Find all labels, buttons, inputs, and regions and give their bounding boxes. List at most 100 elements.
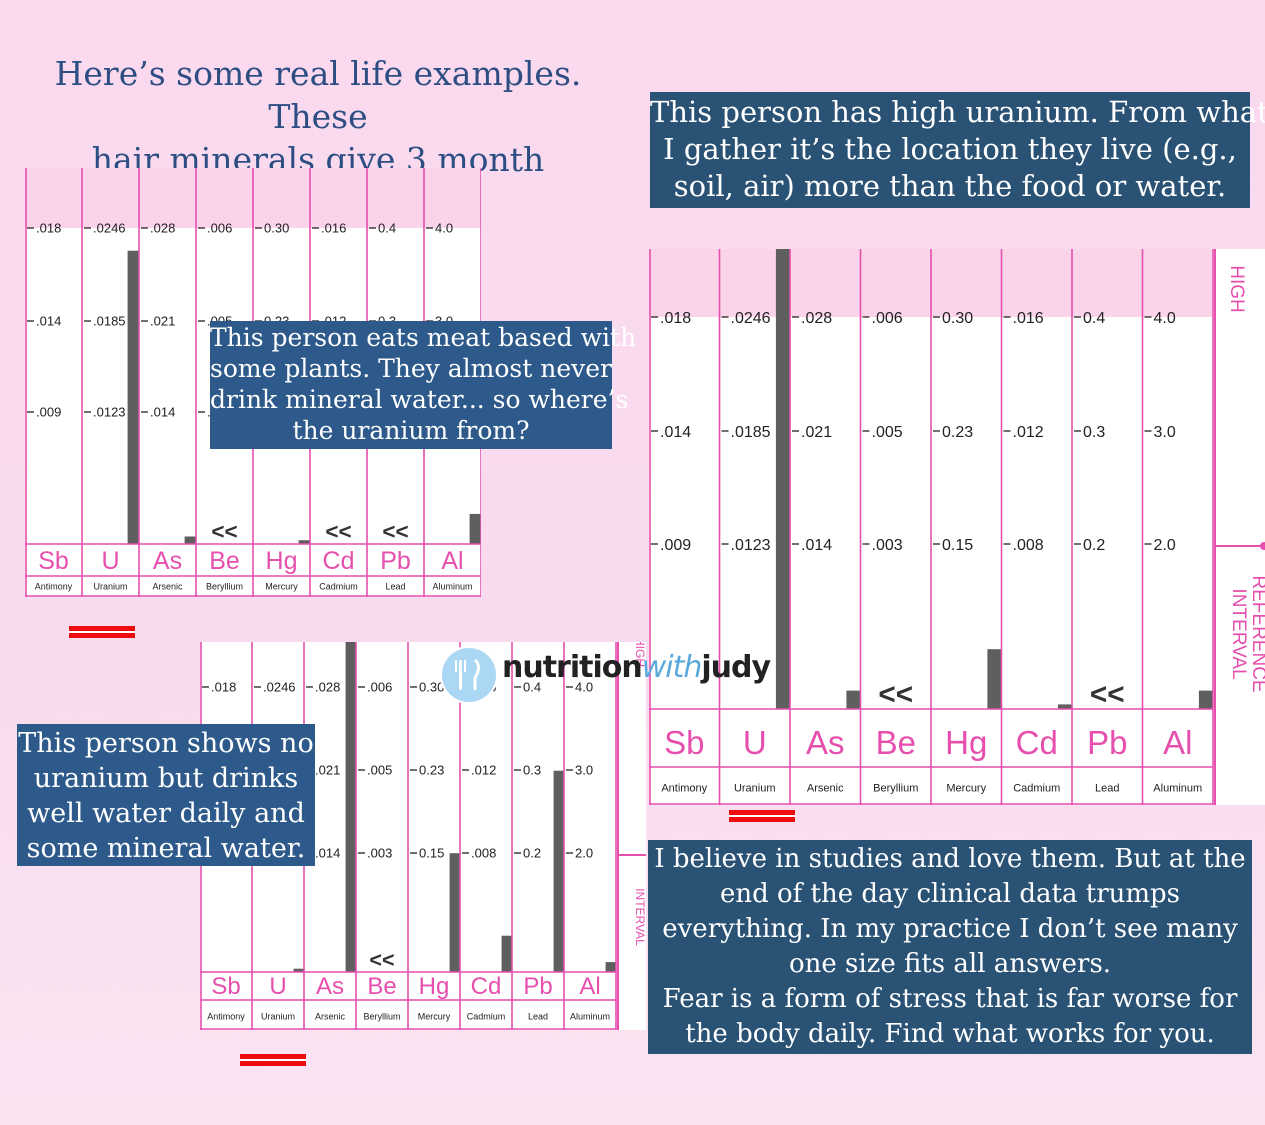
side-label-interval: INTERVAL bbox=[1228, 588, 1249, 679]
tick-label: .014 bbox=[150, 405, 175, 420]
below-range-marker: << bbox=[878, 678, 913, 711]
note-no-uranium: This person shows no uranium but drinks … bbox=[17, 724, 315, 866]
element-symbol: U bbox=[101, 547, 119, 575]
tick-label: .005 bbox=[872, 424, 903, 441]
bar-mercury bbox=[298, 540, 310, 544]
tick-label: 3.0 bbox=[1154, 424, 1176, 441]
element-name: Mercury bbox=[418, 1012, 451, 1022]
tick-label: .014 bbox=[801, 537, 832, 554]
tick-label: .003 bbox=[367, 846, 392, 861]
element-symbol: Hg bbox=[945, 724, 987, 761]
tick-label: .009 bbox=[660, 537, 691, 554]
tick-label: 0.15 bbox=[942, 537, 973, 554]
tick-label: .005 bbox=[367, 763, 392, 778]
element-symbol: Al bbox=[579, 973, 600, 1000]
element-symbol: U bbox=[269, 973, 286, 1000]
element-symbol: Hg bbox=[266, 547, 298, 575]
tick-label: .003 bbox=[872, 537, 903, 554]
tick-label: .016 bbox=[1013, 310, 1044, 327]
tick-label: 2.0 bbox=[1154, 537, 1176, 554]
element-name: Cadmium bbox=[319, 582, 358, 592]
logo-text-nutrition: nutrition bbox=[502, 650, 643, 685]
tick-label: .018 bbox=[211, 680, 236, 695]
tick-label: .021 bbox=[315, 763, 340, 778]
element-name: Uranium bbox=[261, 1012, 295, 1022]
tick-label: 3.0 bbox=[575, 763, 593, 778]
element-symbol: Cd bbox=[323, 547, 355, 575]
tick-label: .016 bbox=[321, 221, 346, 236]
element-name: Uranium bbox=[93, 582, 127, 592]
element-name: Antimony bbox=[661, 783, 707, 795]
tick-label: .006 bbox=[207, 221, 232, 236]
bar-mercury bbox=[449, 853, 460, 972]
side-label-high: HIGH bbox=[633, 642, 646, 667]
element-symbol: Sb bbox=[211, 973, 240, 1000]
tick-label: 4.0 bbox=[1154, 310, 1176, 327]
element-symbol: As bbox=[806, 724, 845, 761]
tick-label: 0.30 bbox=[419, 680, 444, 695]
tick-label: 0.4 bbox=[523, 680, 541, 695]
element-name: Lead bbox=[1095, 783, 1119, 795]
tick-label: .028 bbox=[801, 310, 832, 327]
tick-label: 0.3 bbox=[1083, 424, 1105, 441]
bar-uranium bbox=[293, 968, 304, 972]
element-name: Lead bbox=[528, 1012, 548, 1022]
tick-label: 0.23 bbox=[942, 424, 973, 441]
element-symbol: Pb bbox=[380, 547, 411, 575]
tick-label: .018 bbox=[36, 221, 61, 236]
element-name: Antimony bbox=[35, 582, 73, 592]
note-high-uranium: This person has high uranium. From what … bbox=[650, 92, 1265, 208]
below-range-marker: << bbox=[211, 519, 237, 544]
bar-cadmium bbox=[1057, 704, 1072, 709]
logo-text-with: with bbox=[641, 650, 703, 685]
bar-arsenic bbox=[345, 642, 356, 972]
element-symbol: Pb bbox=[523, 973, 552, 1000]
side-label-high: HIGH bbox=[1226, 265, 1247, 313]
element-symbol: U bbox=[743, 724, 767, 761]
tick-label: .028 bbox=[150, 221, 175, 236]
bar-uranium bbox=[127, 250, 139, 544]
tick-label: 0.2 bbox=[1083, 537, 1105, 554]
tick-label: 0.15 bbox=[419, 846, 444, 861]
element-symbol: Cd bbox=[1016, 724, 1058, 761]
element-name: Arsenic bbox=[315, 1012, 346, 1022]
element-name: Antimony bbox=[207, 1012, 245, 1022]
tick-label: .012 bbox=[471, 763, 496, 778]
tick-label: .0123 bbox=[731, 537, 771, 554]
side-panel bbox=[1213, 249, 1265, 805]
element-name: Aluminum bbox=[570, 1012, 610, 1022]
bar-cadmium bbox=[501, 935, 512, 972]
element-name: Cadmium bbox=[467, 1012, 506, 1022]
bar-uranium bbox=[775, 249, 790, 709]
tick-label: 0.4 bbox=[378, 221, 396, 236]
below-range-marker: << bbox=[382, 519, 408, 544]
element-name: Beryllium bbox=[363, 1012, 400, 1022]
fork-knife-icon bbox=[440, 646, 498, 704]
element-name: Uranium bbox=[734, 783, 776, 795]
tick-label: 0.4 bbox=[1083, 310, 1105, 327]
tick-label: .021 bbox=[150, 314, 175, 329]
element-symbol: Al bbox=[441, 547, 463, 575]
tick-label: .0246 bbox=[263, 680, 296, 695]
element-symbol: Be bbox=[209, 547, 240, 575]
below-range-marker: << bbox=[325, 519, 351, 544]
tick-label: .0246 bbox=[93, 221, 126, 236]
element-name: Aluminum bbox=[432, 582, 472, 592]
element-name: Beryllium bbox=[873, 783, 918, 795]
bar-aluminum bbox=[605, 962, 616, 972]
bar-aluminum bbox=[469, 513, 481, 544]
element-name: Cadmium bbox=[1013, 783, 1060, 795]
element-symbol: Pb bbox=[1087, 724, 1127, 761]
element-name: Aluminum bbox=[1153, 783, 1202, 795]
tick-label: .0185 bbox=[93, 314, 126, 329]
reference-dot bbox=[1260, 542, 1265, 550]
tick-label: 0.2 bbox=[523, 846, 541, 861]
tick-label: .012 bbox=[1013, 424, 1044, 441]
uranium-highlight-marker bbox=[729, 810, 795, 822]
side-label-interval: INTERVAL bbox=[633, 888, 646, 946]
tick-label: .009 bbox=[36, 405, 61, 420]
bar-aluminum bbox=[1198, 690, 1213, 709]
tick-label: .014 bbox=[36, 314, 61, 329]
bar-arsenic bbox=[184, 536, 196, 544]
